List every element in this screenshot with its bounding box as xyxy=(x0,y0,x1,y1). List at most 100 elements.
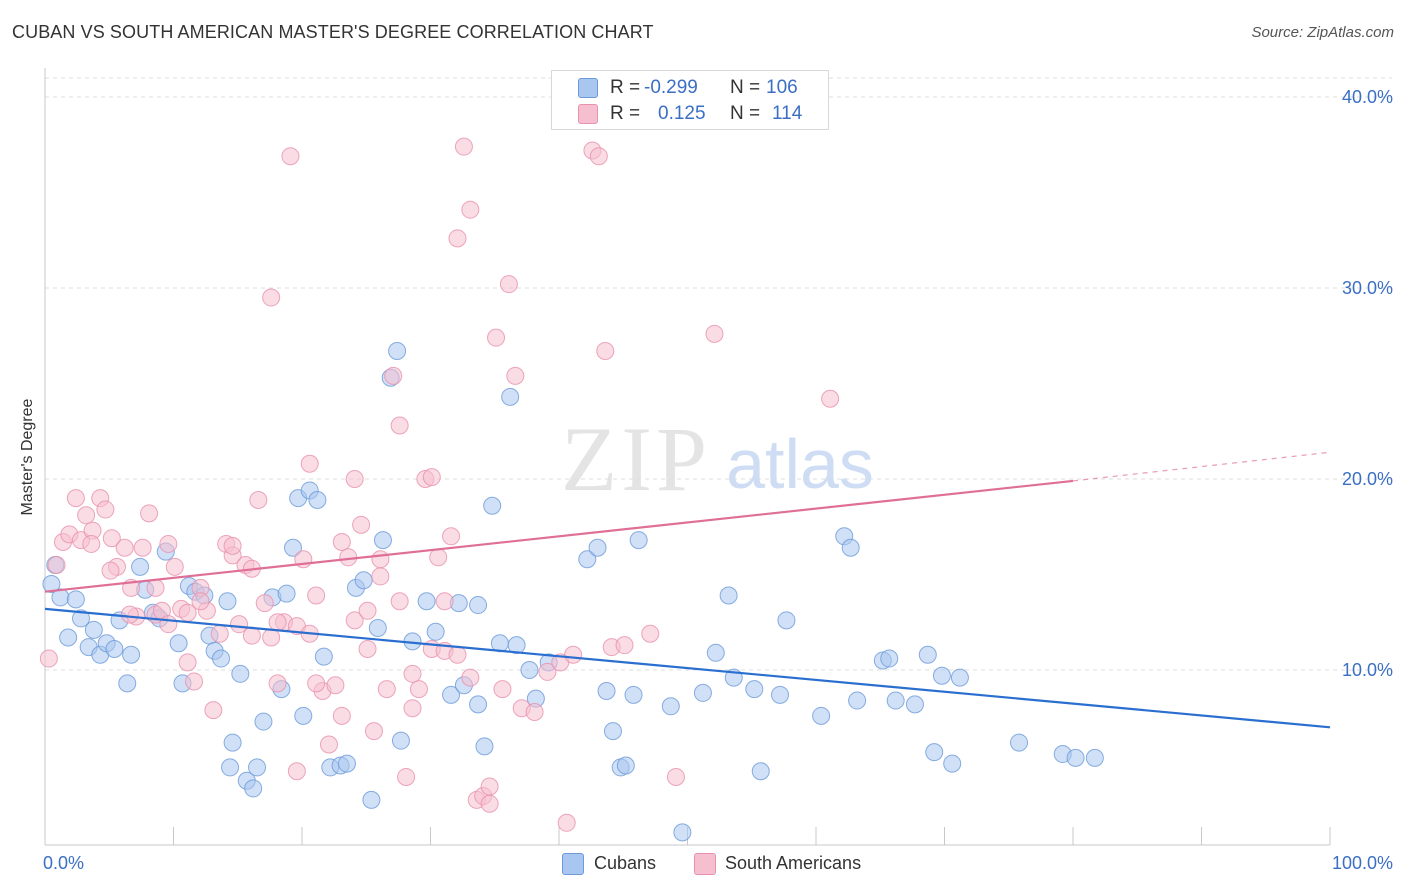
data-point xyxy=(212,649,231,668)
data-point xyxy=(358,601,377,620)
data-point xyxy=(506,366,525,385)
data-point xyxy=(371,567,390,586)
data-point xyxy=(308,491,327,510)
bottom-legend-swatch-cubans xyxy=(562,853,584,875)
data-point xyxy=(454,137,473,156)
data-point xyxy=(268,613,287,632)
x-tick-label: 0.0% xyxy=(43,853,84,873)
x-tick-label: 100.0% xyxy=(1332,853,1393,873)
data-point xyxy=(520,661,539,679)
data-point xyxy=(362,790,381,809)
data-point xyxy=(397,767,416,786)
legend-swatch-south-americans xyxy=(578,104,598,124)
data-point xyxy=(59,628,78,647)
data-point xyxy=(262,288,281,307)
data-point xyxy=(390,592,409,611)
data-point xyxy=(191,592,210,611)
data-point xyxy=(185,672,204,691)
data-point xyxy=(255,594,274,613)
data-point xyxy=(615,636,634,655)
data-point xyxy=(319,735,338,754)
data-point xyxy=(771,685,790,704)
data-point xyxy=(223,733,242,752)
data-point xyxy=(390,416,409,435)
data-point xyxy=(249,491,268,510)
data-point xyxy=(403,664,422,683)
data-point xyxy=(287,762,306,781)
trend-lines xyxy=(44,451,1331,729)
data-point xyxy=(673,823,692,842)
y-tick-labels: 10.0% 20.0% 30.0% 40.0% xyxy=(1342,87,1393,680)
legend-swatch-cubans xyxy=(578,78,598,98)
axes xyxy=(44,68,1331,846)
data-point xyxy=(47,555,66,574)
trend-line-1 xyxy=(44,479,1074,593)
data-point xyxy=(487,328,506,347)
data-point xyxy=(169,634,188,653)
data-point xyxy=(886,691,905,710)
data-point xyxy=(461,200,480,219)
grid-lines xyxy=(45,77,1392,671)
data-point xyxy=(364,722,383,741)
data-point xyxy=(368,618,387,637)
data-point xyxy=(204,701,223,720)
data-point xyxy=(314,647,333,666)
y-axis-label: Master's Degree xyxy=(19,398,36,516)
data-point xyxy=(371,550,390,569)
watermark: ZIP atlas xyxy=(561,408,874,510)
data-point xyxy=(284,538,303,557)
legend-n-value: 114 xyxy=(772,103,803,124)
data-point xyxy=(221,758,240,777)
data-point xyxy=(1066,748,1085,767)
y-tick-label: 30.0% xyxy=(1342,278,1393,298)
y-tick-label: 10.0% xyxy=(1342,660,1393,680)
data-point xyxy=(507,636,526,655)
data-point xyxy=(373,531,392,550)
data-point xyxy=(666,767,685,786)
data-point xyxy=(96,500,115,519)
data-point xyxy=(242,626,261,645)
legend-n-value: 106 xyxy=(766,77,798,98)
data-point xyxy=(358,639,377,658)
data-point xyxy=(354,571,373,590)
data-point xyxy=(388,342,407,361)
data-point xyxy=(943,754,962,773)
data-point xyxy=(596,342,615,361)
data-point xyxy=(442,685,461,704)
data-point xyxy=(230,615,249,634)
data-point xyxy=(719,586,738,605)
data-point xyxy=(133,538,152,557)
data-point xyxy=(480,794,499,813)
source-label: Source: ZipAtlas.com xyxy=(1251,24,1394,41)
watermark-zip: ZIP xyxy=(561,408,711,510)
data-point xyxy=(538,662,557,681)
trend-line-0 xyxy=(44,607,1331,729)
data-point xyxy=(300,454,319,473)
data-point xyxy=(118,674,137,693)
data-point xyxy=(102,529,121,548)
data-point xyxy=(140,504,159,523)
data-point xyxy=(629,531,648,550)
data-point xyxy=(624,685,643,704)
data-point xyxy=(42,575,61,594)
data-point xyxy=(925,743,944,762)
data-point xyxy=(403,699,422,718)
data-point xyxy=(578,550,597,569)
data-point xyxy=(918,645,937,664)
data-point xyxy=(429,548,448,567)
data-point xyxy=(39,649,58,668)
data-point xyxy=(105,639,124,658)
bottom-legend-swatch-south-americans xyxy=(694,853,716,875)
data-point xyxy=(337,754,356,773)
data-point xyxy=(603,722,622,741)
data-point xyxy=(1085,748,1104,767)
data-point xyxy=(435,592,454,611)
data-point xyxy=(223,536,242,555)
data-point xyxy=(218,592,237,611)
data-point xyxy=(706,643,725,662)
data-point xyxy=(277,584,296,603)
legend-n-label: N = xyxy=(730,77,761,98)
data-point xyxy=(332,706,351,725)
legend-n-label: N = xyxy=(730,103,761,124)
data-point xyxy=(101,561,120,580)
